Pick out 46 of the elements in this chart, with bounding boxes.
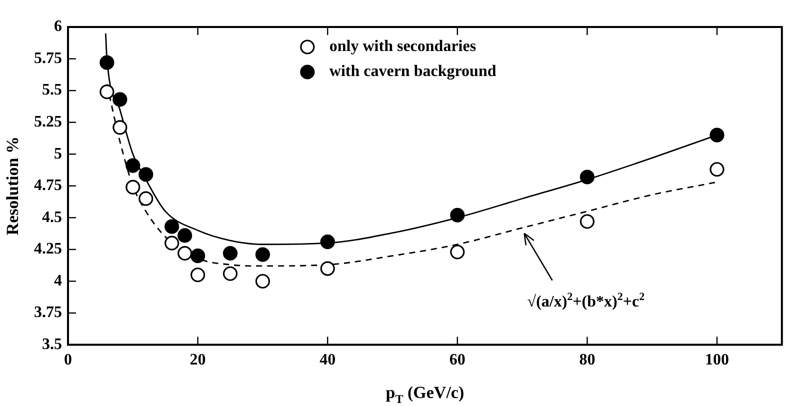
point [112, 120, 128, 135]
point [450, 208, 465, 222]
point [100, 84, 114, 100]
x-tick-label: 80 [579, 352, 596, 369]
x-tick-label: 0 [64, 352, 72, 369]
point [190, 268, 206, 282]
point [320, 261, 335, 276]
point [112, 92, 128, 107]
y-axis-title: Resolution % [3, 136, 22, 236]
x-tick-label: 40 [320, 352, 336, 369]
point [164, 219, 180, 234]
legend-label: only with secondaries [329, 38, 476, 56]
y-tick-label: 4.75 [34, 177, 62, 194]
point [255, 274, 270, 289]
y-tick-label: 3.75 [34, 304, 62, 322]
y-tick-label: 4 [54, 272, 62, 290]
y-tick-label: 5.75 [34, 50, 62, 67]
point [164, 236, 180, 250]
y-tick-label: 5 [54, 145, 62, 162]
point [580, 170, 594, 184]
point [138, 167, 154, 182]
point [178, 246, 192, 261]
point [710, 162, 724, 177]
point [320, 234, 335, 250]
point [126, 180, 140, 194]
point [580, 214, 594, 229]
point [100, 55, 114, 70]
x-tick-label: 20 [190, 352, 206, 369]
point [126, 158, 140, 173]
y-tick-label: 4.5 [42, 208, 62, 226]
y-tick-label: 6 [54, 18, 62, 36]
point [222, 246, 238, 261]
y-tick-label: 4.25 [34, 240, 62, 258]
y-tick-label: 3.5 [42, 336, 62, 353]
y-tick-label: 5.5 [42, 82, 62, 99]
legend-label: with cavern background [329, 63, 496, 80]
point [450, 244, 465, 260]
point [222, 266, 238, 281]
point [138, 191, 154, 206]
point [178, 228, 192, 243]
point [255, 247, 270, 262]
point [190, 248, 206, 264]
x-tick-label: 100 [705, 352, 729, 369]
y-tick-label: 5.25 [34, 113, 62, 130]
x-tick-label: 60 [449, 352, 466, 369]
point [710, 128, 724, 142]
